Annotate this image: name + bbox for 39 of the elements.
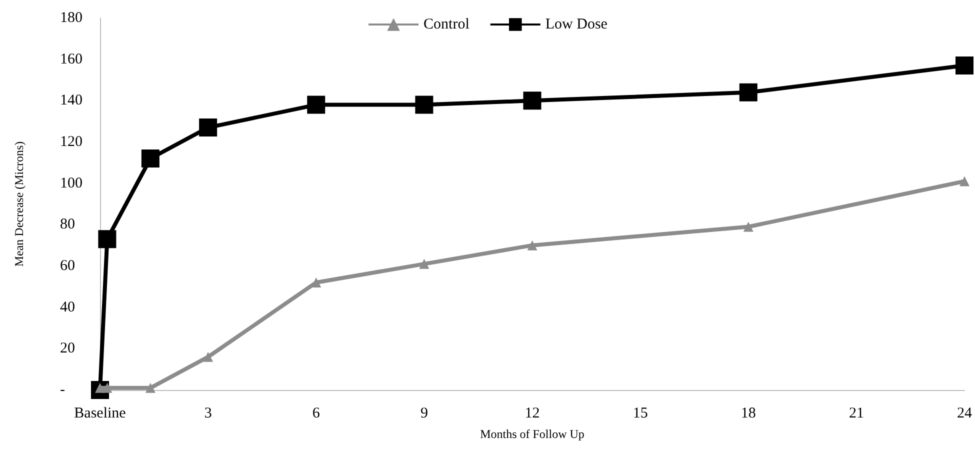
point bbox=[523, 92, 542, 110]
y-tick-label: 180 bbox=[60, 10, 82, 26]
point bbox=[203, 352, 214, 362]
y-tick-label: 140 bbox=[60, 92, 82, 109]
point bbox=[415, 96, 434, 114]
y-tick-label: - bbox=[60, 382, 65, 398]
point bbox=[956, 56, 974, 75]
y-tick-label: 60 bbox=[60, 258, 75, 274]
legend-label: Low Dose bbox=[545, 16, 608, 32]
point bbox=[307, 96, 326, 114]
x-tick-label: 6 bbox=[312, 406, 320, 422]
point bbox=[98, 230, 116, 248]
point bbox=[141, 150, 160, 168]
x-tick-label: 12 bbox=[524, 406, 540, 422]
x-tick-label: 9 bbox=[420, 406, 428, 422]
x-axis-title: Months of Follow Up bbox=[480, 427, 584, 441]
point bbox=[527, 240, 538, 250]
y-tick-label: 20 bbox=[60, 340, 75, 357]
point bbox=[960, 176, 970, 186]
x-tick-label: Baseline bbox=[74, 406, 126, 422]
y-tick-label: 80 bbox=[60, 216, 75, 233]
point bbox=[145, 382, 156, 393]
point bbox=[199, 118, 218, 137]
point bbox=[311, 278, 322, 288]
x-tick-label: 3 bbox=[204, 406, 212, 422]
point bbox=[739, 83, 758, 102]
y-tick-label: 160 bbox=[60, 51, 82, 68]
point bbox=[102, 382, 112, 393]
x-tick-label: 24 bbox=[957, 406, 972, 422]
x-tick-label: 15 bbox=[632, 406, 648, 422]
y-tick-label: 100 bbox=[60, 175, 82, 192]
y-axis-title: Mean Decrease (Microns) bbox=[12, 141, 26, 267]
legend-label: Control bbox=[424, 16, 470, 32]
x-tick-label: 18 bbox=[740, 406, 756, 422]
y-tick-label: 40 bbox=[60, 299, 75, 316]
x-tick-label: 21 bbox=[848, 406, 864, 422]
point bbox=[419, 258, 430, 269]
point bbox=[743, 222, 754, 232]
y-tick-label: 120 bbox=[60, 134, 82, 150]
